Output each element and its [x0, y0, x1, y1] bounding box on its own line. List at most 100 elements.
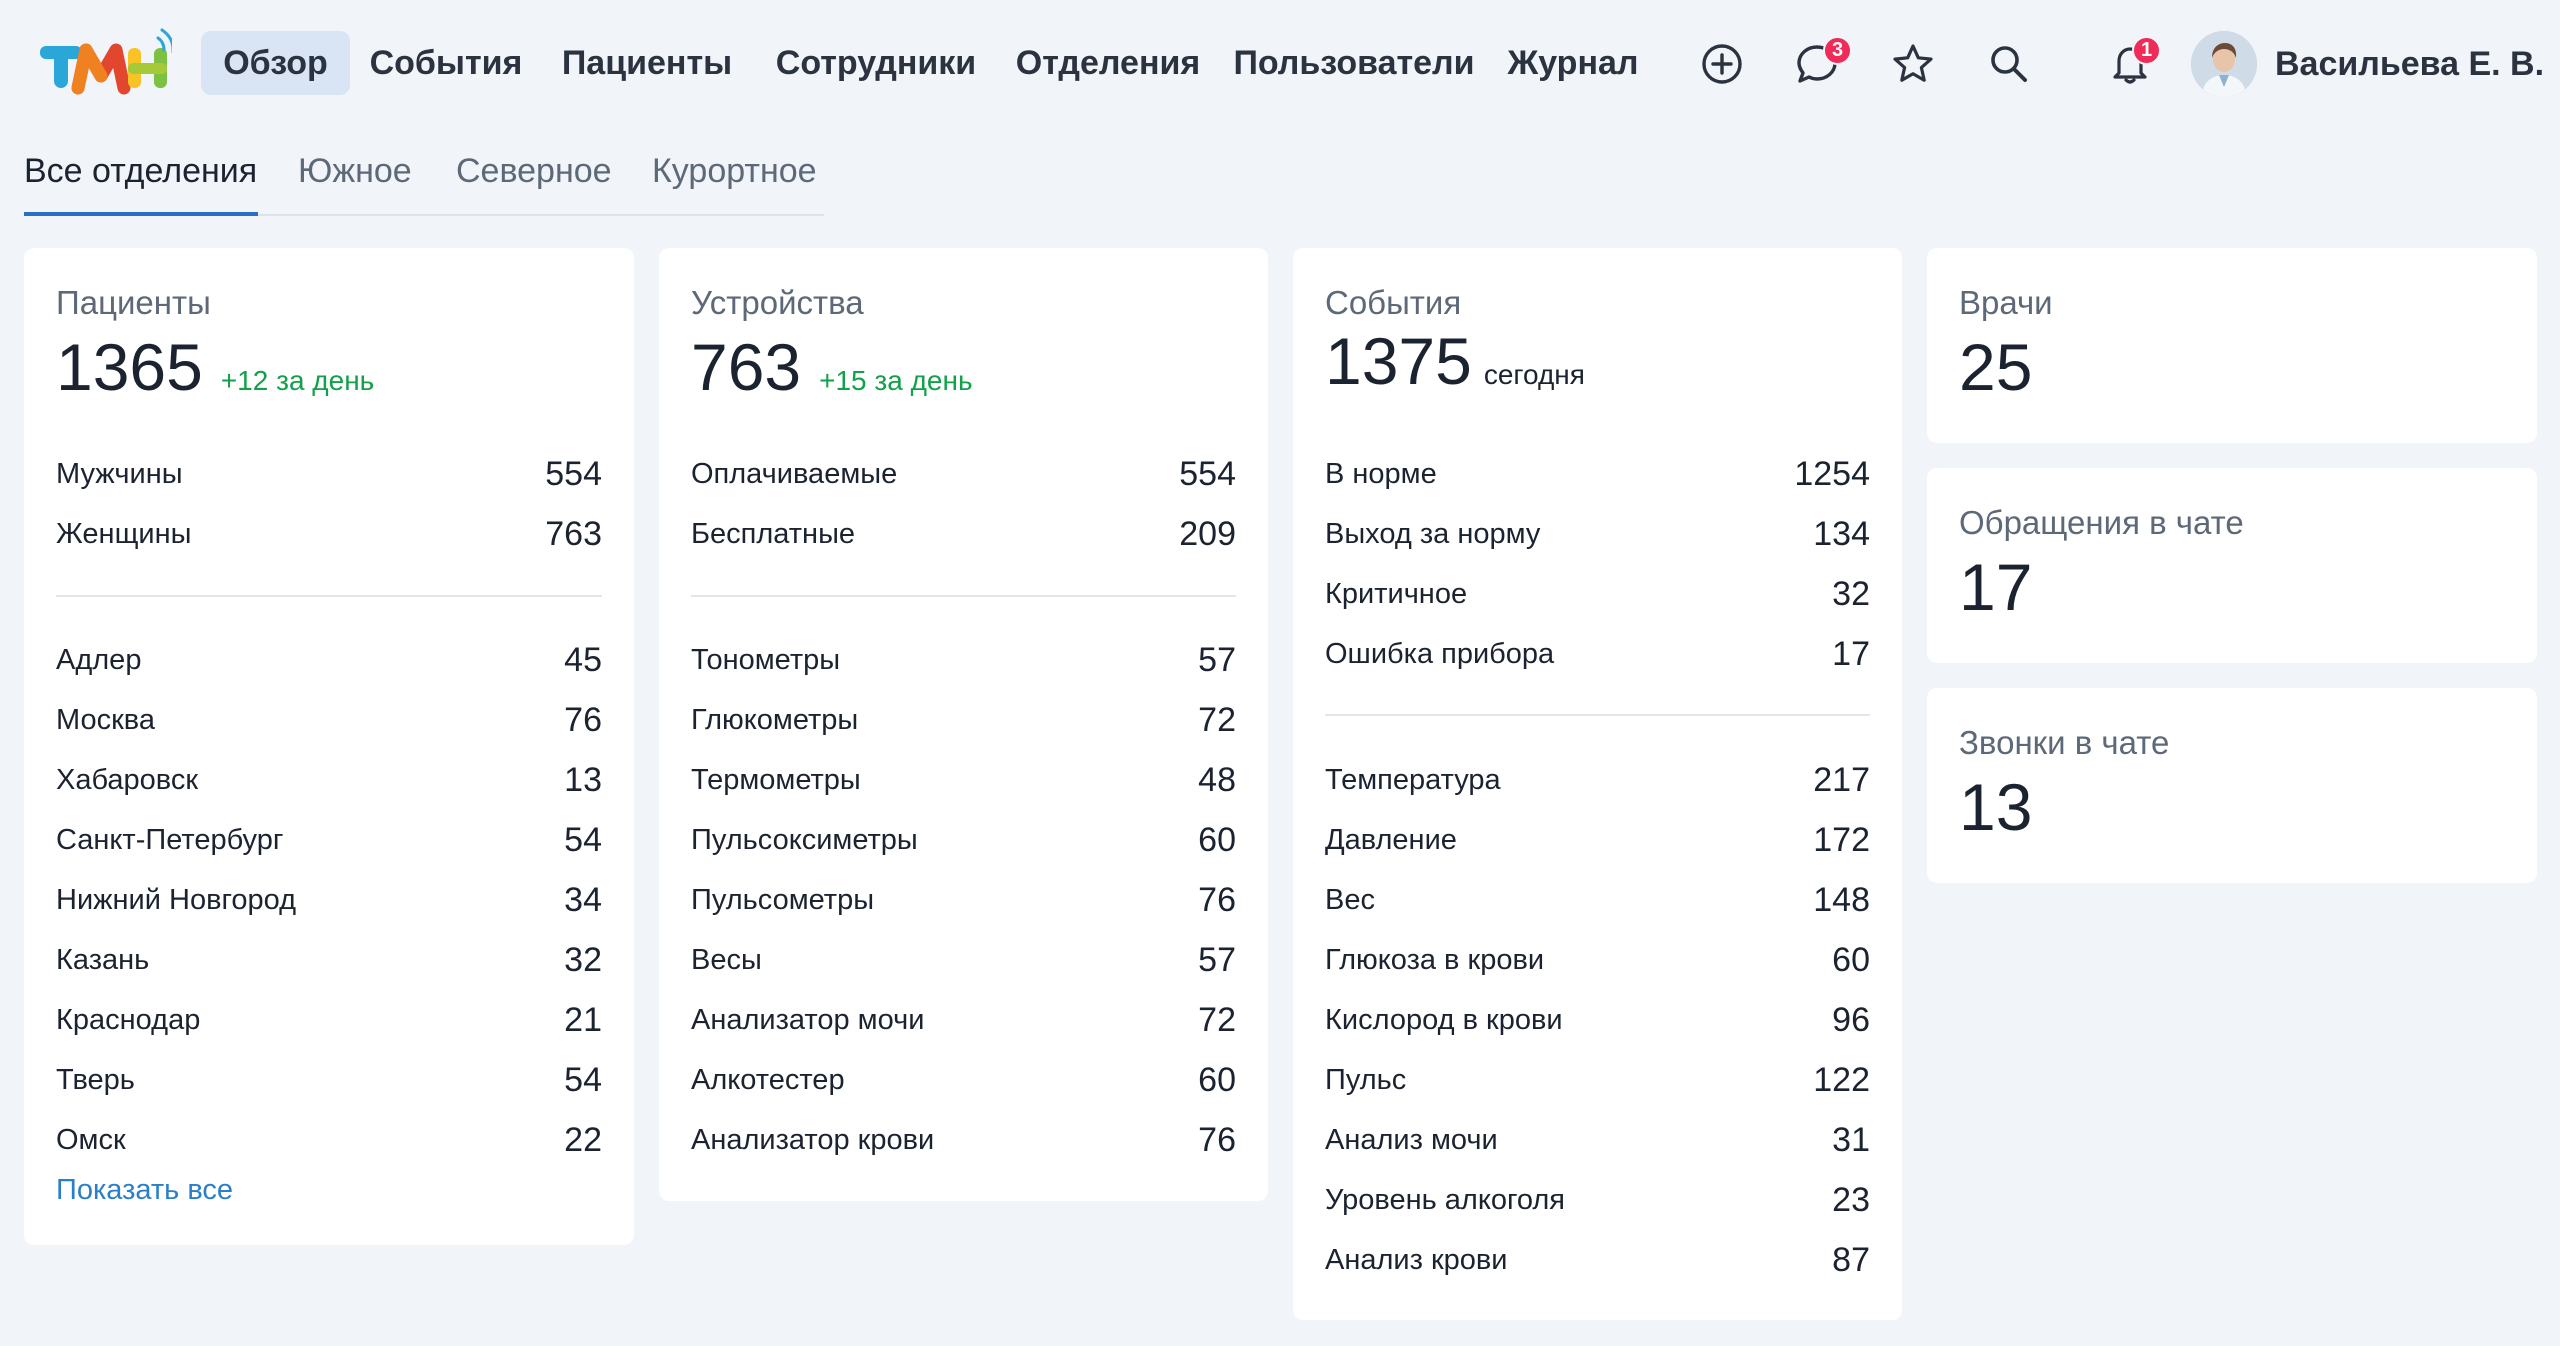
nav-overview[interactable]: Обзор	[201, 31, 350, 95]
list-item[interactable]: Нижний Новгород 34	[56, 878, 602, 922]
list-item[interactable]: Глюкоза в крови 60	[1325, 938, 1870, 982]
nav-staff[interactable]: Сотрудники	[765, 31, 987, 95]
row-label: В норме	[1325, 458, 1437, 491]
row-label: Адлер	[56, 644, 141, 677]
row-label: Пульсометры	[691, 884, 874, 917]
row-value: 72	[1198, 701, 1236, 740]
top-header: Обзор События Пациенты Сотрудники Отделе…	[0, 0, 2560, 130]
row-value: 96	[1832, 1001, 1870, 1040]
show-all-link[interactable]: Показать все	[56, 1174, 233, 1207]
row-label: Казань	[56, 944, 149, 977]
list-item[interactable]: Весы 57	[691, 938, 1236, 982]
nav-events[interactable]: События	[362, 31, 530, 95]
doctors-card[interactable]: Врачи 25	[1927, 248, 2537, 443]
tab-south[interactable]: Южное	[298, 152, 412, 214]
row-value: 32	[1832, 575, 1870, 614]
list-item[interactable]: Критичное 32	[1325, 572, 1870, 616]
list-item[interactable]: Анализ крови 87	[1325, 1238, 1870, 1282]
row-value: 87	[1832, 1241, 1870, 1280]
row-value: 60	[1832, 941, 1870, 980]
list-item[interactable]: Кислород в крови 96	[1325, 998, 1870, 1042]
row-value: 763	[545, 515, 602, 554]
row-label: Пульсоксиметры	[691, 824, 918, 857]
row-value: 48	[1198, 761, 1236, 800]
row-label: Омск	[56, 1124, 126, 1157]
list-item[interactable]: Глюкометры 72	[691, 698, 1236, 742]
row-label: Москва	[56, 704, 155, 737]
list-item[interactable]: Тверь 54	[56, 1058, 602, 1102]
chat-requests-value: 17	[1959, 554, 2032, 620]
tab-resort[interactable]: Курортное	[652, 152, 817, 214]
row-label: Уровень алкоголя	[1325, 1184, 1565, 1217]
list-item: Оплачиваемые 554	[691, 452, 1236, 496]
list-item[interactable]: Анализ мочи 31	[1325, 1118, 1870, 1162]
list-item[interactable]: Пульсометры 76	[691, 878, 1236, 922]
list-item[interactable]: Анализатор мочи 72	[691, 998, 1236, 1042]
row-value: 34	[564, 881, 602, 920]
row-value: 554	[1179, 455, 1236, 494]
patients-total: 1365 +12 за день	[56, 334, 374, 400]
row-label: Женщины	[56, 518, 191, 551]
nav-journal[interactable]: Журнал	[1498, 31, 1648, 95]
divider	[691, 595, 1236, 597]
department-tabs: Все отделения Южное Северное Курортное	[24, 140, 824, 216]
chat-requests-total: 17	[1959, 554, 2032, 620]
search-icon[interactable]	[1979, 32, 2039, 96]
list-item[interactable]: Ошибка прибора 17	[1325, 632, 1870, 676]
list-item[interactable]: Краснодар 21	[56, 998, 602, 1042]
devices-title: Устройства	[691, 284, 864, 322]
chat-calls-value: 13	[1959, 774, 2032, 840]
list-item[interactable]: Термометры 48	[691, 758, 1236, 802]
row-label: Температура	[1325, 764, 1501, 797]
list-item[interactable]: Выход за норму 134	[1325, 512, 1870, 556]
row-value: 31	[1832, 1121, 1870, 1160]
list-item[interactable]: Температура 217	[1325, 758, 1870, 802]
list-item[interactable]: Санкт-Петербург 54	[56, 818, 602, 862]
list-item[interactable]: Вес 148	[1325, 878, 1870, 922]
row-label: Анализатор мочи	[691, 1004, 924, 1037]
row-label: Весы	[691, 944, 762, 977]
list-item[interactable]: Анализатор крови 76	[691, 1118, 1236, 1162]
row-label: Вес	[1325, 884, 1375, 917]
list-item[interactable]: Хабаровск 13	[56, 758, 602, 802]
chat-requests-card[interactable]: Обращения в чате 17	[1927, 468, 2537, 663]
row-value: 60	[1198, 821, 1236, 860]
list-item[interactable]: Тонометры 57	[691, 638, 1236, 682]
row-value: 22	[564, 1121, 602, 1160]
divider	[1325, 714, 1870, 716]
chat-calls-card[interactable]: Звонки в чате 13	[1927, 688, 2537, 883]
list-item[interactable]: Пульсоксиметры 60	[691, 818, 1236, 862]
row-value: 21	[564, 1001, 602, 1040]
chat-calls-title: Звонки в чате	[1959, 724, 2169, 762]
list-item[interactable]: Уровень алкоголя 23	[1325, 1178, 1870, 1222]
avatar[interactable]	[2191, 31, 2257, 97]
list-item[interactable]: В норме 1254	[1325, 452, 1870, 496]
list-item[interactable]: Алкотестер 60	[691, 1058, 1236, 1102]
star-icon[interactable]	[1883, 32, 1943, 96]
list-item[interactable]: Казань 32	[56, 938, 602, 982]
list-item[interactable]: Пульс 122	[1325, 1058, 1870, 1102]
nav-patients[interactable]: Пациенты	[552, 31, 742, 95]
list-item[interactable]: Давление 172	[1325, 818, 1870, 862]
row-label: Глюкоза в крови	[1325, 944, 1544, 977]
devices-delta: +15 за день	[819, 365, 972, 397]
tab-all-departments[interactable]: Все отделения	[24, 152, 258, 216]
list-item[interactable]: Москва 76	[56, 698, 602, 742]
row-value: 122	[1813, 1061, 1870, 1100]
events-card: События 1375 сегодня В норме 1254 Выход з…	[1293, 248, 1902, 1320]
chat-bubble-icon[interactable]: 3	[1787, 32, 1847, 96]
row-label: Санкт-Петербург	[56, 824, 283, 857]
nav-departments[interactable]: Отделения	[1008, 31, 1208, 95]
nav-users[interactable]: Пользователи	[1232, 31, 1476, 95]
row-value: 23	[1832, 1181, 1870, 1220]
tmn-logo[interactable]	[38, 26, 172, 96]
tab-north[interactable]: Северное	[456, 152, 612, 214]
notifications-badge: 1	[2132, 36, 2161, 65]
row-label: Критичное	[1325, 578, 1467, 611]
list-item[interactable]: Адлер 45	[56, 638, 602, 682]
list-item[interactable]: Омск 22	[56, 1118, 602, 1162]
user-name[interactable]: Васильева Е. В.	[2275, 31, 2544, 97]
plus-circle-icon[interactable]	[1692, 32, 1752, 96]
devices-card: Устройства 763 +15 за день Оплачиваемые 5…	[659, 248, 1268, 1201]
bell-icon[interactable]: 1	[2100, 32, 2160, 96]
